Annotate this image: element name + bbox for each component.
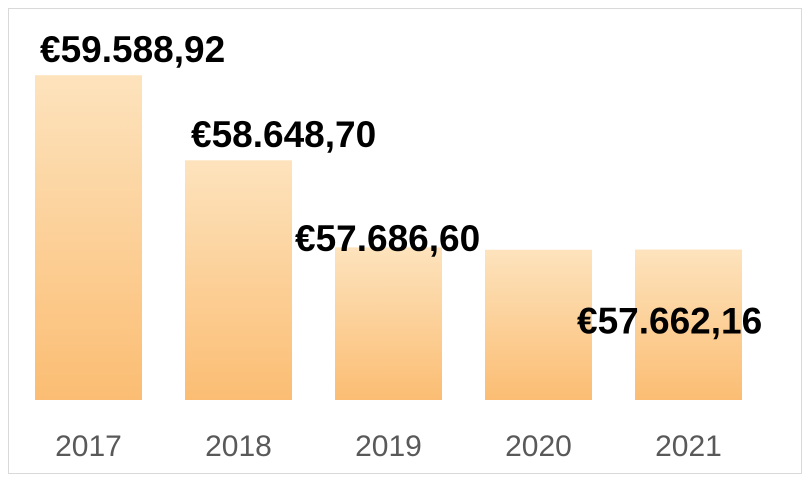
x-tick-label: 2018	[205, 430, 272, 463]
x-tick-label: 2020	[505, 430, 572, 463]
data-label: €57.686,60	[295, 218, 480, 259]
bar	[185, 160, 292, 400]
x-tick-label: 2019	[355, 430, 422, 463]
bar	[335, 247, 442, 400]
x-tick-label: 2021	[655, 430, 722, 463]
bar	[485, 249, 592, 400]
bar	[35, 75, 142, 400]
data-label: €58.648,70	[191, 114, 376, 155]
bar	[635, 249, 742, 400]
x-tick-label: 2017	[55, 430, 122, 463]
data-label: €59.588,92	[40, 29, 225, 70]
data-label: €57.662,16	[577, 300, 762, 341]
